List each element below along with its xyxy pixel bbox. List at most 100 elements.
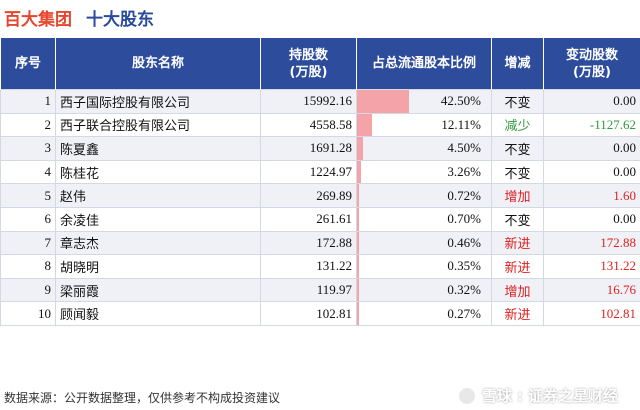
- table-row: 10 顾闻毅 102.81 0.27% 新进 102.81: [0, 301, 640, 326]
- holder-name-cell: 顾闻毅: [55, 301, 261, 326]
- table-row: 9 梁丽霞 119.97 0.32% 增加 16.76: [0, 277, 640, 303]
- rank-cell: 2: [0, 112, 56, 138]
- header-change: 增减: [491, 38, 544, 90]
- ratio-bar: [357, 161, 361, 183]
- holder-name-cell: 赵伟: [55, 183, 261, 208]
- rank-cell: 4: [0, 159, 56, 185]
- header-holding: 持股数 (万股): [260, 38, 357, 90]
- holder-name-cell: 胡晓明: [55, 254, 261, 279]
- top-holders-table: 序号 股东名称 持股数 (万股) 占总流通股本比例 增减 变动股数 (万股) 1 西子国际控…: [0, 38, 640, 326]
- brand-logo: 雪球 : 证券之星财经: [456, 385, 618, 406]
- logo-separator: :: [516, 386, 523, 405]
- ratio-bar: [357, 114, 372, 136]
- rank-cell: 10: [0, 301, 56, 326]
- table-header-row: 序号 股东名称 持股数 (万股) 占总流通股本比例 增减 变动股数 (万股): [0, 38, 640, 90]
- holding-cell: 269.89: [260, 183, 357, 208]
- ratio-cell: 4.50%: [356, 136, 492, 161]
- change-cell: 减少: [491, 112, 544, 138]
- ratio-text: 3.26%: [447, 164, 481, 180]
- rank-cell: 9: [0, 277, 56, 303]
- holding-cell: 15992.16: [260, 89, 357, 114]
- change-cell: 新进: [491, 254, 544, 279]
- table-row: 4 陈桂花 1224.97 3.26% 不变 0.00: [0, 159, 640, 185]
- snowball-logo-icon: [456, 385, 477, 406]
- ratio-bar: [357, 137, 363, 160]
- change-cell: 新进: [491, 301, 544, 326]
- delta-cell: 0.00: [543, 206, 640, 232]
- ratio-cell: 3.26%: [356, 159, 492, 185]
- ratio-cell: 0.27%: [356, 301, 492, 326]
- rank-cell: 6: [0, 206, 56, 232]
- holder-name-cell: 西子联合控股有限公司: [55, 112, 261, 138]
- delta-cell: 0.00: [543, 136, 640, 161]
- ratio-cell: 12.11%: [356, 112, 492, 138]
- holding-cell: 172.88: [260, 230, 357, 256]
- table-row: 7 章志杰 172.88 0.46% 新进 172.88: [0, 230, 640, 256]
- table-row: 2 西子联合控股有限公司 4558.58 12.11% 减少 -1127.62: [0, 112, 640, 138]
- header-ratio: 占总流通股本比例: [356, 38, 492, 90]
- delta-cell: 16.76: [543, 277, 640, 303]
- ratio-text: 0.46%: [447, 234, 481, 250]
- rank-cell: 1: [0, 89, 56, 114]
- table-row: 3 陈夏鑫 1691.28 4.50% 不变 0.00: [0, 136, 640, 161]
- change-cell: 增加: [491, 183, 544, 208]
- holder-name-cell: 梁丽霞: [55, 277, 261, 303]
- table-body: 1 西子国际控股有限公司 15992.16 42.50% 不变 0.00 2 西子联合控股有限…: [0, 89, 640, 326]
- delta-cell: 0.00: [543, 159, 640, 185]
- logo-brand: 雪球: [481, 387, 512, 405]
- ratio-cell: 0.70%: [356, 206, 492, 232]
- ratio-text: 4.50%: [447, 140, 481, 156]
- change-cell: 不变: [491, 136, 544, 161]
- change-cell: 不变: [491, 89, 544, 114]
- delta-cell: 172.88: [543, 230, 640, 256]
- table-row: 1 西子国际控股有限公司 15992.16 42.50% 不变 0.00: [0, 89, 640, 114]
- delta-cell: 102.81: [543, 301, 640, 326]
- ratio-text: 0.27%: [447, 305, 481, 321]
- holding-cell: 261.61: [260, 206, 357, 232]
- ratio-cell: 0.35%: [356, 254, 492, 279]
- header-holder-name: 股东名称: [55, 38, 261, 90]
- logo-account: 证券之星财经: [527, 387, 618, 405]
- ratio-bar: [357, 90, 410, 113]
- table-row: 6 余凌佳 261.61 0.70% 不变 0.00: [0, 206, 640, 232]
- delta-cell: 1.60: [543, 183, 640, 208]
- delta-cell: -1127.62: [543, 112, 640, 138]
- ratio-cell: 0.72%: [356, 183, 492, 208]
- holder-name-cell: 西子国际控股有限公司: [55, 89, 261, 114]
- ratio-text: 0.35%: [447, 258, 481, 274]
- ratio-cell: 0.32%: [356, 277, 492, 303]
- header-delta: 变动股数 (万股): [543, 38, 640, 90]
- company-name: 百大集团: [4, 9, 72, 30]
- change-cell: 新进: [491, 230, 544, 256]
- ratio-cell: 0.46%: [356, 230, 492, 256]
- holding-cell: 1691.28: [260, 136, 357, 161]
- ratio-bar: [357, 302, 359, 325]
- header-rank: 序号: [0, 38, 56, 90]
- delta-cell: 0.00: [543, 89, 640, 114]
- holder-name-cell: 章志杰: [55, 230, 261, 256]
- ratio-bar: [357, 279, 359, 301]
- ratio-bar: [357, 184, 359, 207]
- holder-name-cell: 余凌佳: [55, 206, 261, 232]
- delta-cell: 131.22: [543, 254, 640, 279]
- title-bar: 百大集团 十大股东: [4, 2, 154, 32]
- change-cell: 不变: [491, 159, 544, 185]
- holding-cell: 4558.58: [260, 112, 357, 138]
- ratio-cell: 42.50%: [356, 89, 492, 114]
- rank-cell: 3: [0, 136, 56, 161]
- ratio-bar: [357, 232, 359, 254]
- holder-name-cell: 陈夏鑫: [55, 136, 261, 161]
- holding-cell: 102.81: [260, 301, 357, 326]
- ratio-text: 0.72%: [447, 187, 481, 203]
- ratio-text: 12.11%: [441, 116, 481, 132]
- ratio-bar: [357, 208, 359, 231]
- page-title: 十大股东: [86, 9, 154, 30]
- change-cell: 增加: [491, 277, 544, 303]
- rank-cell: 8: [0, 254, 56, 279]
- change-cell: 不变: [491, 206, 544, 232]
- holding-cell: 119.97: [260, 277, 357, 303]
- ratio-text: 0.32%: [447, 282, 481, 298]
- rank-cell: 7: [0, 230, 56, 256]
- rank-cell: 5: [0, 183, 56, 208]
- ratio-text: 42.50%: [440, 93, 481, 109]
